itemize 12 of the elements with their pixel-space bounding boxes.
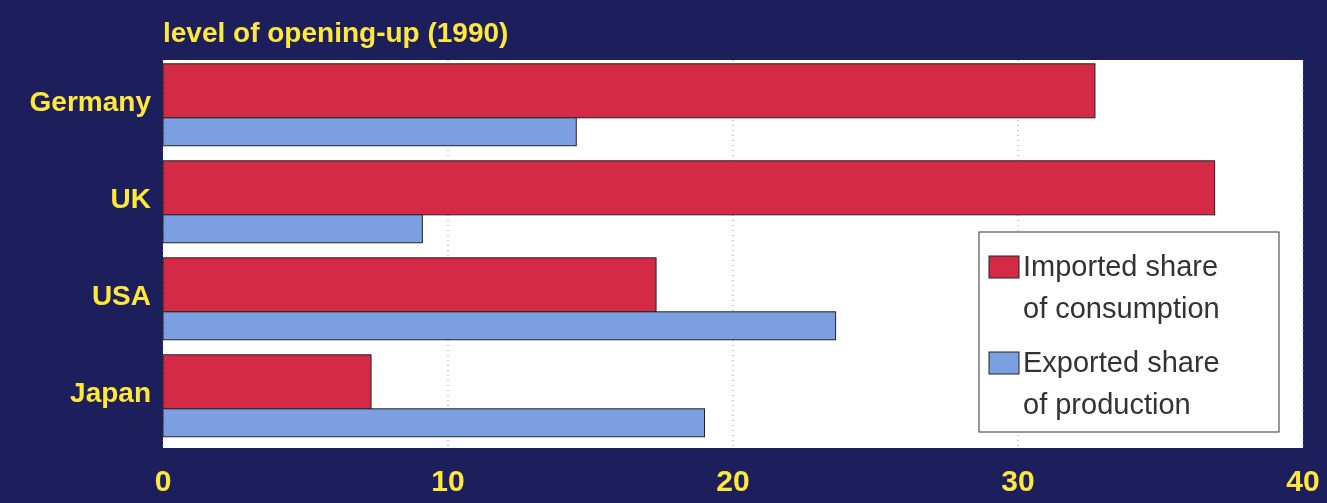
legend-label: Imported share of consumption bbox=[1023, 250, 1220, 324]
y-tick-label: USA bbox=[91, 280, 151, 312]
x-tick-label: 10 bbox=[431, 464, 465, 497]
legend-label: Exported share of production bbox=[1023, 346, 1220, 420]
y-tick-label: Japan bbox=[70, 377, 151, 409]
x-tick-label: 30 bbox=[1001, 464, 1035, 497]
x-tick-label: 40 bbox=[1286, 464, 1320, 497]
chart-title: level of opening-up (1990) bbox=[163, 17, 509, 48]
x-tick-label: 0 bbox=[154, 464, 172, 497]
x-tick-label: 20 bbox=[716, 464, 750, 497]
y-tick-label: Germany bbox=[29, 86, 152, 118]
y-tick-label: UK bbox=[110, 183, 151, 215]
